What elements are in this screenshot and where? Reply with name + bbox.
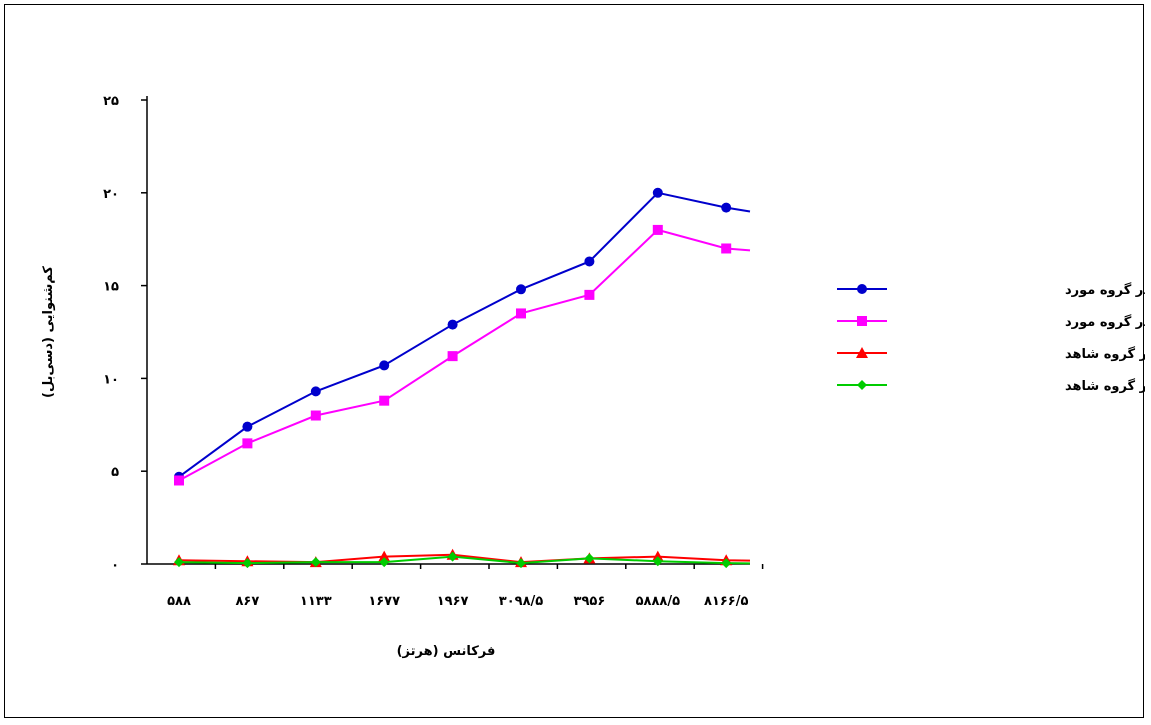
series-line xyxy=(178,555,751,565)
legend-item: دائم در گروه شاهد xyxy=(837,378,1145,394)
axes xyxy=(146,96,750,565)
data-point xyxy=(721,243,732,254)
data-point xyxy=(652,556,663,567)
legend-label: دائم در گروه شاهد xyxy=(1065,378,1145,394)
series-4 xyxy=(174,551,751,569)
x-tick-label: ۳۹۵۶ xyxy=(574,594,606,609)
data-point xyxy=(379,360,390,371)
x-tick-label: ۸۱۶۶/۵ xyxy=(704,594,748,609)
data-point xyxy=(378,550,391,562)
data-point xyxy=(721,558,732,569)
data-point xyxy=(584,256,595,267)
series-1 xyxy=(174,187,751,482)
x-tick-label: ۳۰۹۸/۵ xyxy=(499,594,543,609)
data-point xyxy=(174,475,184,486)
data-point xyxy=(310,410,321,421)
data-point xyxy=(310,386,321,397)
x-tick-label: ۱۶۷۷ xyxy=(368,594,400,609)
data-point xyxy=(651,550,664,562)
data-point xyxy=(242,421,253,432)
data-point xyxy=(516,558,526,569)
y-tick-label: ۲۵ xyxy=(103,94,119,109)
data-point xyxy=(174,557,184,568)
legend-label: موقت در گروه مورد xyxy=(1065,282,1145,298)
data-point xyxy=(379,395,390,406)
legend-item: موقت در گروه مورد xyxy=(837,282,1145,298)
y-tick-label: ۲۰ xyxy=(103,187,119,202)
data-point xyxy=(516,284,526,295)
data-point xyxy=(379,557,390,568)
data-point xyxy=(447,351,458,362)
legend-swatch-marker xyxy=(856,347,868,358)
y-tick-label: ۰ xyxy=(111,558,119,573)
data-point xyxy=(652,187,663,198)
data-point xyxy=(584,553,595,564)
y-tick-label: ۵ xyxy=(111,465,119,480)
series-line xyxy=(178,191,751,478)
legend-label: دائم در گروه مورد xyxy=(1065,314,1145,330)
series-2 xyxy=(174,224,751,486)
series-line xyxy=(178,228,751,482)
legend-swatch-marker xyxy=(857,380,867,390)
x-tick-label: ۱۱۳۳ xyxy=(300,594,332,609)
x-tick-label: ۸۶۷ xyxy=(235,594,259,609)
x-tick-label: ۱۹۶۷ xyxy=(437,594,469,609)
x-tick-label: ۵۸۸۸/۵ xyxy=(636,594,680,609)
legend-item: موقت در گروه شاهد xyxy=(837,346,1145,362)
y-axis-title: کم‌شنوایی (دسی‌بل) xyxy=(41,266,56,398)
data-point xyxy=(447,551,458,562)
legend-label: موقت در گروه شاهد xyxy=(1065,346,1145,362)
legend-swatch-marker xyxy=(857,316,867,326)
legend-swatch-marker xyxy=(857,284,867,294)
y-tick-label: ۱۵ xyxy=(103,280,119,295)
data-point xyxy=(242,438,253,449)
y-axis-ticks: ۰ ۵ ۱۰ ۱۵ ۲۰ ۲۵ xyxy=(103,94,147,573)
data-point xyxy=(584,289,595,300)
data-point xyxy=(652,224,663,235)
legend-item: دائم در گروه مورد xyxy=(837,314,1145,330)
data-point xyxy=(447,319,458,330)
series-group xyxy=(173,187,751,569)
data-point xyxy=(721,202,732,213)
chart-frame: ۰ ۵ ۱۰ ۱۵ ۲۰ ۲۵ ۵۸۸ ۸۶۷ ۱۱۳۳ ۱۶۷۷ ۱۹۶۷ ۳۰۹۸/۵ ۳۹۵۶ ۵… xyxy=(4,4,1145,718)
data-point xyxy=(242,558,253,569)
x-axis-ticks: ۵۸۸ ۸۶۷ ۱۱۳۳ ۱۶۷۷ ۱۹۶۷ ۳۰۹۸/۵ ۳۹۵۶ ۵۸۸۸/۵ ۸۱۶۶/۵ xyxy=(167,564,764,609)
x-axis-title: فرکانس (هرتز) xyxy=(397,644,496,659)
x-tick-label: ۵۸۸ xyxy=(167,594,191,609)
data-point xyxy=(310,557,321,568)
data-point xyxy=(516,308,526,319)
y-tick-label: ۱۰ xyxy=(103,372,119,387)
legend: موقت در گروه مورد دائم در گروه مورد موقت د… xyxy=(837,282,1145,394)
